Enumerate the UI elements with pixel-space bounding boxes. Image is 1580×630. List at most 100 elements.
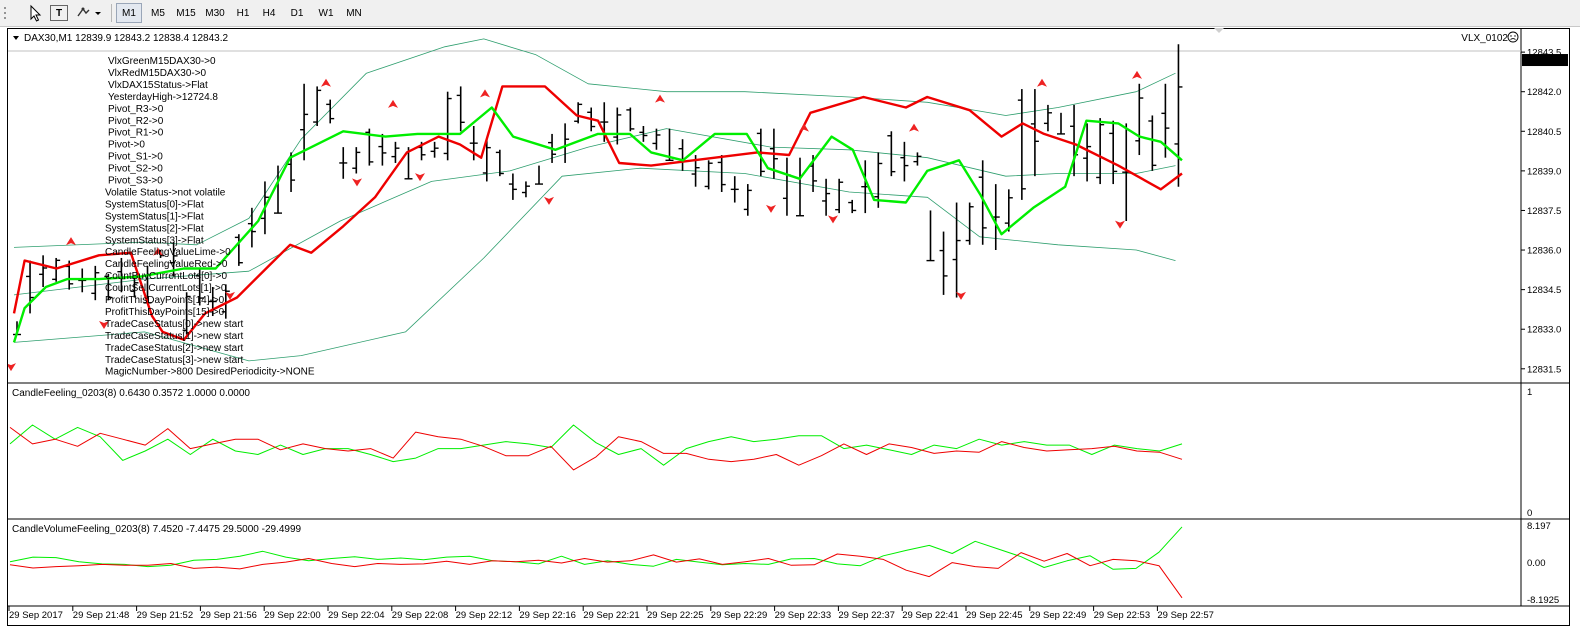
toolbar-grip[interactable] — [0, 3, 14, 23]
chart-window[interactable]: DAX30,M1 12839.9 12843.2 12838.4 12843.2… — [7, 28, 1570, 626]
sell-arrow-icon — [544, 196, 554, 205]
ohlc-bar — [456, 86, 465, 132]
sell-arrow-icon — [99, 320, 109, 329]
bull-signal-line — [12, 106, 1183, 343]
time-axis-label: 29 Sep 22:37 — [838, 610, 895, 621]
timeframe-m5-button[interactable]: M5 — [151, 7, 165, 19]
ohlc-bar — [1109, 120, 1118, 185]
ohlc-bar — [1135, 83, 1144, 156]
timeframe-m15-button[interactable]: M15 — [176, 7, 196, 19]
info-line: VlxRedM15DAX30->0 — [108, 68, 207, 79]
ohlc-bar — [378, 133, 387, 166]
ohlc-bar — [495, 149, 504, 177]
ohlc-bar — [704, 160, 713, 190]
ohlc-bar — [835, 178, 844, 214]
time-axis-label: 29 Sep 22:04 — [328, 610, 385, 621]
timeframe-m1-button[interactable]: M1 — [116, 3, 142, 23]
bear-signal-line — [12, 85, 1183, 341]
info-line: SystemStatus[2]->Flat — [105, 223, 204, 234]
time-axis-label: 29 Sep 2017 — [9, 610, 63, 621]
buy-arrow-icon — [909, 123, 919, 132]
candle-feeling-header: CandleFeeling_0203(8) 0.6430 0.3572 1.00… — [12, 388, 250, 399]
main-chart-header: DAX30,M1 12839.9 12843.2 12838.4 12843.2 — [24, 33, 228, 44]
ohlc-bar — [652, 128, 661, 150]
time-axis-label: 29 Sep 22:12 — [456, 610, 513, 621]
ohlc-bar — [900, 141, 909, 182]
ohlc-bar — [535, 165, 543, 185]
info-line: SystemStatus[1]->Flat — [105, 211, 204, 222]
sell-arrow-icon — [8, 363, 16, 372]
timeframe-mn-button[interactable]: MN — [346, 7, 362, 19]
timeframe-m30-button[interactable]: M30 — [205, 7, 225, 19]
ohlc-bar — [1004, 189, 1013, 232]
time-axis-label: 29 Sep 22:25 — [647, 610, 704, 621]
ohlc-bar — [326, 99, 335, 124]
cf-axis-label: 1 — [1527, 387, 1532, 398]
time-axis-label: 29 Sep 22:08 — [392, 610, 449, 621]
info-line: CountSellCurrentLots[1]->0 — [105, 283, 227, 294]
ohlc-bar — [952, 202, 961, 298]
time-axis-label: 29 Sep 22:16 — [519, 610, 576, 621]
timeframe-h1-button[interactable]: H1 — [236, 7, 250, 19]
collapse-arrow-icon — [13, 36, 19, 40]
sell-arrow-icon — [828, 215, 838, 224]
upper-band-line — [13, 38, 1176, 248]
cvf-red-line — [9, 552, 1183, 599]
text-tool-button[interactable]: T — [50, 5, 68, 21]
ohlc-bar — [600, 102, 609, 142]
cf-axis-label: 0 — [1527, 508, 1532, 519]
ohlc-bar — [182, 292, 191, 335]
sell-arrow-icon — [415, 173, 425, 182]
info-line: VlxGreenM15DAX30->0 — [108, 56, 216, 67]
ohlc-bar — [678, 139, 687, 171]
smiley-eye — [1510, 35, 1512, 37]
ohlc-bar — [717, 155, 726, 192]
ohlc-bar — [874, 152, 883, 208]
buy-arrow-icon — [388, 99, 398, 108]
ohlc-bar — [639, 126, 648, 142]
chart-canvas[interactable]: DAX30,M1 12839.9 12843.2 12838.4 12843.2… — [8, 29, 1569, 625]
info-line: Volatile Status->not volatile — [105, 187, 226, 198]
ohlc-bar — [822, 178, 831, 216]
cursor-tool-button[interactable] — [24, 3, 48, 23]
lower-band-line — [13, 167, 1176, 362]
chart-shift-marker[interactable] — [1214, 28, 1224, 33]
sell-arrow-icon — [1115, 220, 1125, 229]
timeframe-h4-button[interactable]: H4 — [262, 7, 276, 19]
time-axis-label: 29 Sep 21:48 — [73, 610, 130, 621]
time-axis-label: 29 Sep 22:45 — [966, 610, 1023, 621]
timeframe-w1-button[interactable]: W1 — [318, 7, 334, 19]
info-line: MagicNumber->800 DesiredPeriodicity->NON… — [105, 367, 315, 378]
cursor-icon — [30, 4, 42, 22]
time-axis-label: 29 Sep 22:57 — [1157, 610, 1214, 621]
price-axis-label: 12837.5 — [1527, 206, 1561, 217]
info-line: Pivot_R3->0 — [108, 104, 164, 115]
price-axis-label: 12836.0 — [1527, 246, 1561, 257]
ohlc-bar — [926, 210, 935, 262]
cf-red-line — [9, 426, 1183, 471]
info-line: YesterdayHigh->12724.8 — [108, 92, 218, 103]
ohlc-bar — [1148, 115, 1157, 171]
ohlc-bar — [430, 141, 439, 158]
ohlc-bar — [26, 260, 35, 314]
ohlc-bar — [887, 131, 896, 177]
ohlc-bar — [1043, 104, 1052, 132]
objects-dropdown-button[interactable] — [74, 3, 104, 23]
buy-arrow-icon — [153, 247, 163, 256]
ohlc-bar — [339, 147, 348, 179]
info-line: TradeCaseStatus[2]->new start — [105, 343, 244, 354]
expert-advisor-label: VLX_0102 — [1461, 33, 1508, 44]
ohlc-bar — [626, 107, 635, 132]
toolbar: T M1 M5 M15 M30 H1 H4 D1 W1 MN — [0, 0, 1580, 27]
sell-arrow-icon — [766, 204, 776, 213]
ohlc-bar — [965, 202, 974, 245]
buy-arrow-icon — [66, 237, 76, 246]
ohlc-bar — [1057, 112, 1065, 135]
ohlc-bar — [274, 165, 282, 214]
time-axis-label: 29 Sep 22:33 — [775, 610, 832, 621]
ohlc-bar — [443, 91, 452, 161]
timeframe-d1-button[interactable]: D1 — [290, 7, 304, 19]
time-axis-label: 29 Sep 22:00 — [264, 610, 321, 621]
time-axis-label: 29 Sep 22:49 — [1030, 610, 1087, 621]
ohlc-bar — [521, 181, 530, 198]
